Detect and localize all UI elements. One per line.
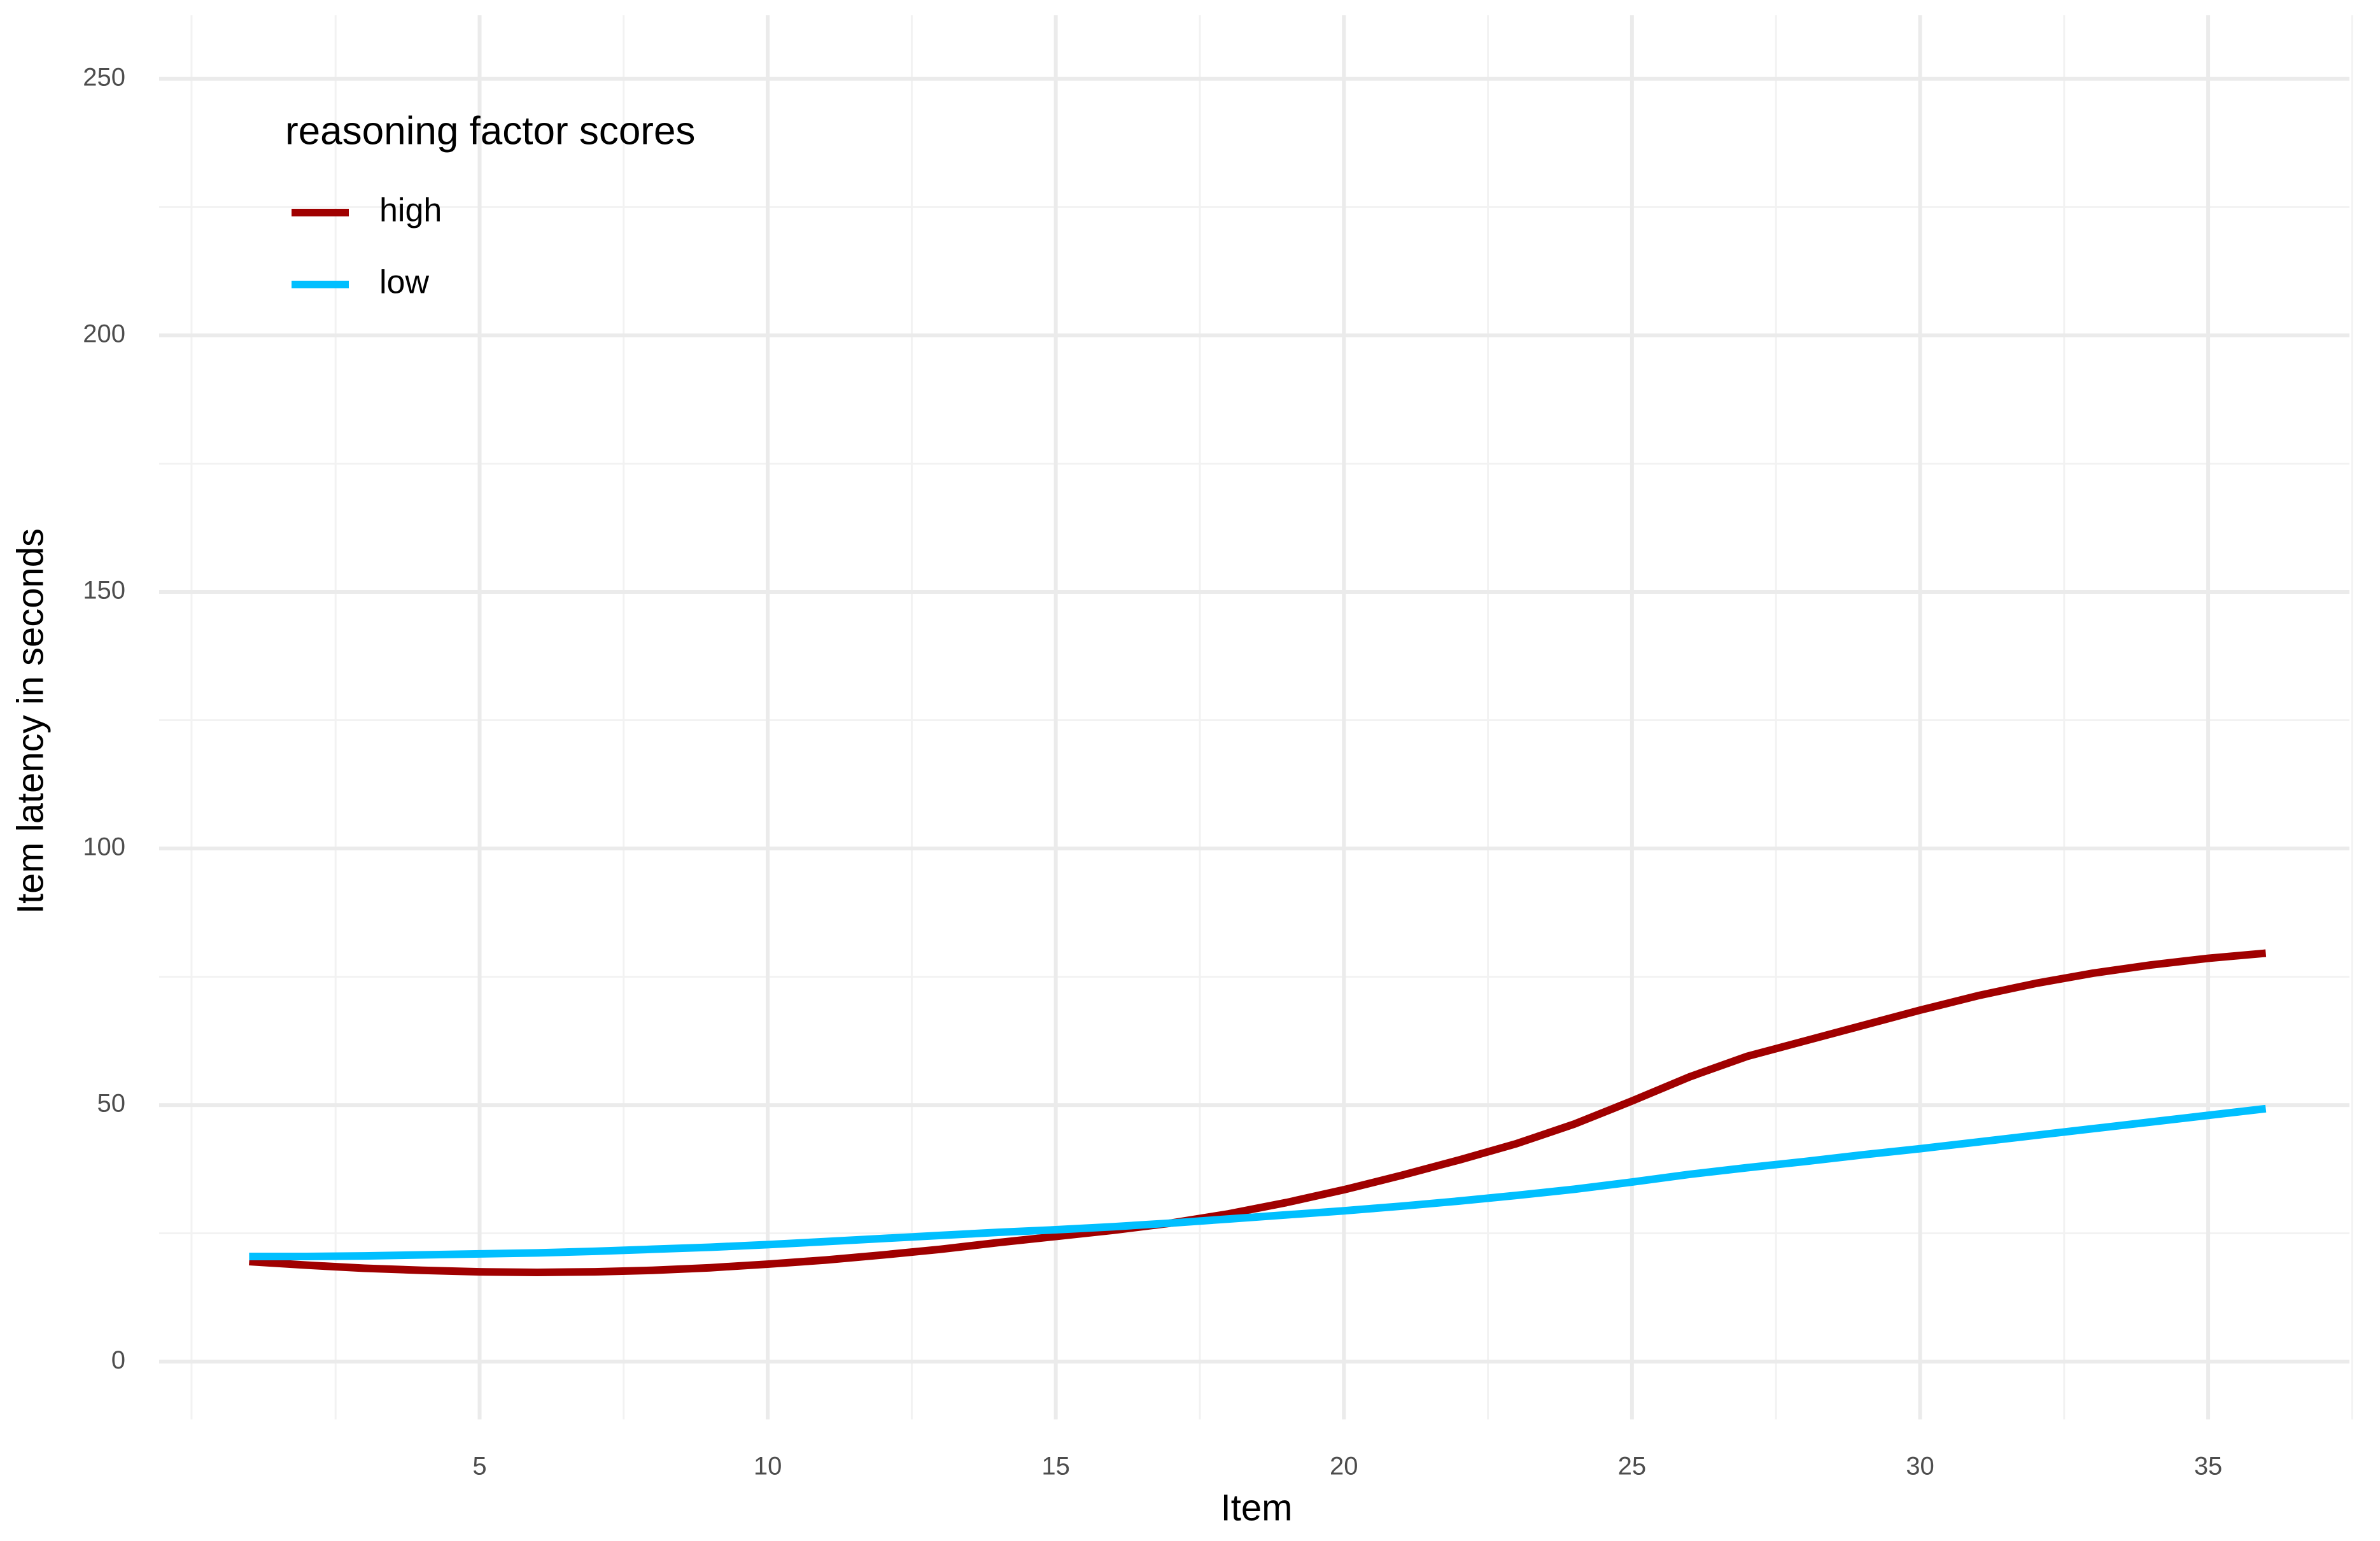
x-tick-label: 15	[1041, 1453, 1070, 1481]
grid	[159, 15, 2353, 1419]
x-tick-label: 35	[2194, 1453, 2223, 1481]
y-tick-label: 0	[111, 1346, 125, 1374]
y-tick-label: 150	[83, 577, 125, 605]
y-axis-title: Item latency in seconds	[10, 528, 51, 914]
x-tick-label: 25	[1618, 1453, 1647, 1481]
line-series	[249, 1104, 2267, 1260]
legend-label: high	[379, 192, 442, 229]
x-tick-label: 5	[472, 1453, 486, 1481]
y-tick-label: 100	[83, 833, 125, 861]
y-tick-label: 50	[97, 1090, 126, 1118]
x-axis-title: Item	[1221, 1487, 1293, 1528]
line-series	[249, 949, 2267, 1276]
x-tick-label: 30	[1906, 1453, 1934, 1481]
x-tick-label: 20	[1330, 1453, 1358, 1481]
y-tick-label: 200	[83, 320, 125, 348]
x-tick-label: 10	[754, 1453, 782, 1481]
legend-label: low	[379, 264, 429, 301]
y-tick-label: 250	[83, 63, 125, 91]
legend-title: reasoning factor scores	[285, 109, 695, 153]
